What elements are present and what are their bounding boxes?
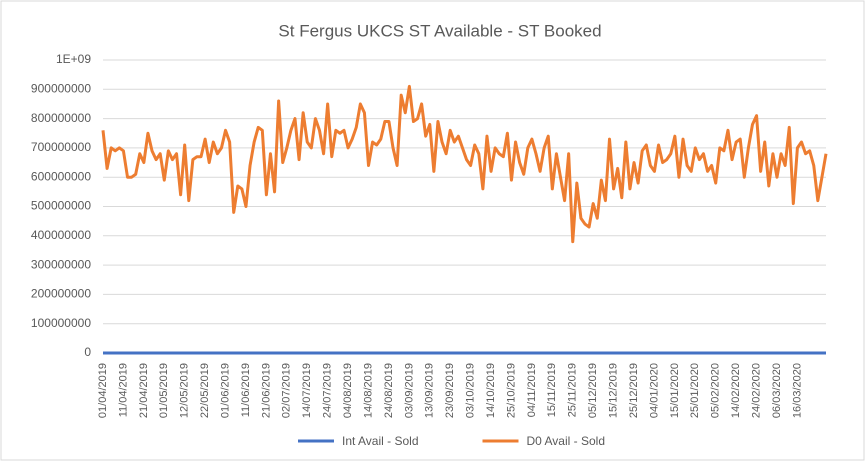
x-tick-label: 11/04/2019 (117, 363, 129, 417)
y-tick-label: 400000000 (31, 228, 91, 242)
x-tick-label: 24/02/2020 (750, 363, 762, 418)
x-tick-label: 03/09/2019 (403, 363, 415, 418)
x-tick-label: 21/04/2019 (138, 363, 150, 418)
y-tick-label: 200000000 (31, 287, 91, 301)
legend-label: D0 Avail - Sold (527, 434, 606, 448)
y-tick-label: 900000000 (31, 81, 91, 95)
x-tick-label: 25/11/2019 (567, 363, 579, 417)
series-line (101, 84, 828, 244)
x-tick-label: 12/05/2019 (179, 363, 191, 418)
x-tick-label: 14/07/2019 (301, 363, 313, 418)
x-tick-label: 14/10/2019 (485, 363, 497, 418)
y-tick-label: 100000000 (31, 316, 91, 330)
y-tick-label: 700000000 (31, 140, 91, 154)
y-tick-label: 0 (84, 345, 91, 359)
x-tick-label: 16/03/2020 (791, 363, 803, 418)
x-tick-label: 04/08/2019 (342, 363, 354, 418)
x-tick-label: 25/10/2019 (505, 363, 517, 418)
x-tick-label: 05/12/2019 (587, 363, 599, 418)
x-tick-label: 01/04/2019 (97, 363, 109, 418)
x-tick-label: 13/09/2019 (424, 363, 436, 418)
chart-title: St Fergus UKCS ST Available - ST Booked (278, 21, 601, 40)
x-tick-label: 04/01/2020 (648, 363, 660, 418)
legend-label: Int Avail - Sold (342, 434, 419, 448)
y-tick-label: 500000000 (31, 199, 91, 213)
y-tick-label: 1E+09 (56, 52, 91, 66)
x-tick-label: 11/06/2019 (240, 363, 252, 417)
x-tick-label: 14/08/2019 (362, 363, 374, 418)
x-tick-label: 22/05/2019 (199, 363, 211, 418)
y-tick-label: 300000000 (31, 257, 91, 271)
x-tick-label: 15/12/2019 (607, 363, 619, 418)
x-tick-label: 24/08/2019 (383, 363, 395, 418)
x-tick-label: 01/05/2019 (158, 363, 170, 418)
x-tick-label: 14/02/2020 (730, 363, 742, 418)
x-tick-label: 25/12/2019 (628, 363, 640, 418)
y-tick-label: 800000000 (31, 111, 91, 125)
x-tick-label: 03/10/2019 (465, 363, 477, 418)
x-tick-label: 01/06/2019 (219, 363, 231, 418)
x-tick-label: 06/03/2020 (771, 363, 783, 418)
x-tick-label: 15/11/2019 (546, 363, 558, 417)
x-tick-label: 04/11/2019 (526, 363, 538, 417)
x-tick-label: 02/07/2019 (281, 363, 293, 418)
x-tick-label: 23/09/2019 (444, 363, 456, 418)
x-tick-label: 21/06/2019 (260, 363, 272, 418)
x-tick-label: 25/01/2020 (689, 363, 701, 418)
x-tick-label: 15/01/2020 (669, 363, 681, 418)
x-tick-label: 05/02/2020 (710, 363, 722, 418)
y-tick-label: 600000000 (31, 169, 91, 183)
x-tick-label: 24/07/2019 (322, 363, 334, 418)
